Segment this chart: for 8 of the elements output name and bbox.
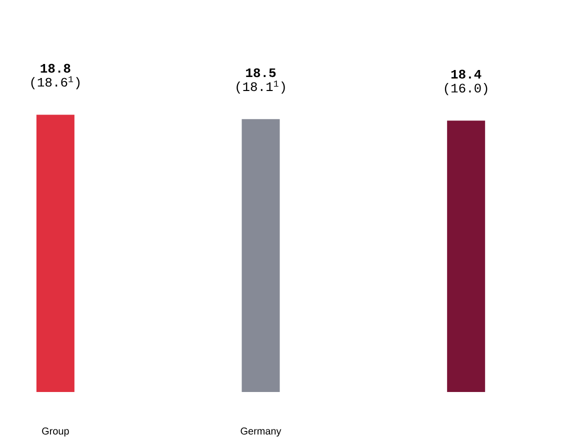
data-label: 18.4 (451, 70, 482, 79)
text: (16.0) (444, 83, 488, 96)
text: (18.6$^{1}$) (31, 76, 80, 90)
x-tick-label: Germany (240, 428, 282, 437)
x-tick-label: Group (42, 428, 69, 437)
data-label: 18.8 (40, 64, 70, 73)
data-label: 18.5 (246, 68, 276, 78)
text: (18.1$^{1}$) (236, 80, 285, 94)
